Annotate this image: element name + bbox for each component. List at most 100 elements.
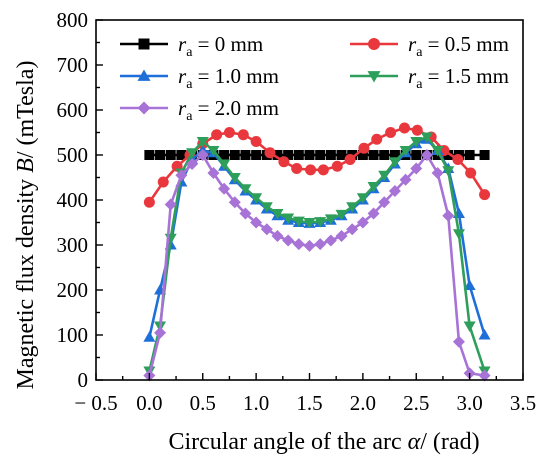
- legend-item: ra = 1.0 mm: [120, 64, 279, 92]
- data-point: [138, 38, 150, 50]
- y-tick-label: 200: [57, 278, 89, 302]
- data-point: [478, 369, 491, 382]
- x-tick-label: 3.0: [457, 391, 483, 415]
- data-point: [196, 137, 209, 148]
- y-tick-label: 300: [57, 233, 89, 257]
- data-point: [368, 38, 380, 50]
- legend-label: ra = 0 mm: [178, 32, 263, 60]
- data-point: [207, 167, 220, 179]
- y-tick-label: 800: [57, 8, 89, 32]
- data-point: [137, 101, 151, 115]
- data-point: [223, 127, 235, 138]
- data-point: [260, 223, 273, 236]
- data-point: [431, 167, 444, 179]
- data-point: [272, 150, 283, 160]
- y-tick-label: 400: [57, 188, 89, 212]
- data-point: [335, 209, 348, 221]
- data-point: [358, 142, 370, 154]
- data-point: [367, 182, 380, 193]
- data-point: [218, 182, 231, 195]
- series-line: [148, 152, 485, 377]
- data-point: [411, 150, 422, 160]
- legend-label: ra = 0.5 mm: [408, 32, 509, 60]
- data-point: [314, 238, 327, 251]
- data-point: [165, 150, 176, 160]
- axes-layer: − 0.5 0.0 0.5 1.0 1.5 2.0 2.5 3.0 3.5 0 100 200 300 4…: [57, 8, 537, 415]
- data-point: [137, 69, 151, 81]
- data-point: [293, 150, 304, 160]
- data-point: [250, 216, 263, 229]
- data-point: [420, 132, 433, 143]
- data-point: [331, 160, 343, 172]
- data-point: [291, 163, 303, 174]
- data-point: [443, 150, 454, 160]
- series-4: [143, 149, 491, 382]
- data-point: [464, 150, 475, 160]
- data-point: [368, 150, 379, 160]
- data-point: [250, 193, 263, 204]
- data-point: [143, 331, 156, 342]
- y-tick-label: 100: [57, 323, 89, 347]
- data-point: [399, 173, 412, 186]
- data-point: [420, 149, 433, 161]
- data-point: [314, 217, 327, 228]
- data-point: [399, 122, 411, 134]
- data-point: [315, 150, 326, 160]
- data-point: [325, 150, 336, 160]
- data-point: [389, 150, 400, 160]
- legend-label: ra = 2.0 mm: [178, 96, 279, 124]
- data-point: [155, 150, 166, 160]
- data-point: [176, 150, 187, 160]
- legend-label: ra = 1.5 mm: [408, 64, 509, 92]
- data-point: [388, 157, 401, 168]
- data-point: [240, 150, 251, 160]
- x-tick-label: 0.0: [136, 391, 162, 415]
- data-point: [356, 216, 369, 229]
- data-point: [292, 238, 305, 251]
- data-point: [463, 279, 476, 290]
- data-point: [336, 150, 347, 160]
- data-point: [219, 150, 230, 160]
- data-point: [207, 146, 220, 157]
- data-point: [282, 234, 295, 247]
- data-point: [465, 167, 477, 179]
- series-layer: [143, 122, 491, 382]
- data-point: [357, 150, 368, 160]
- data-point: [260, 202, 273, 213]
- data-point: [356, 193, 369, 204]
- x-tick-label: 3.5: [510, 391, 536, 415]
- data-point: [144, 150, 155, 160]
- data-point: [143, 196, 155, 208]
- y-tick-label: 500: [57, 143, 89, 167]
- data-point: [229, 150, 240, 160]
- x-tick-label: 2.0: [350, 391, 376, 415]
- legend-item: ra = 0.5 mm: [350, 32, 509, 60]
- data-point: [271, 230, 284, 242]
- legend: ra = 0 mm ra = 0.5 mm ra = 1.0 mm ra = 1.5 …: [120, 32, 509, 124]
- x-tick-label: 0.5: [190, 391, 216, 415]
- data-point: [186, 158, 199, 170]
- data-point: [317, 164, 329, 176]
- legend-item: ra = 0 mm: [120, 32, 263, 60]
- data-point: [228, 196, 241, 209]
- data-point: [452, 154, 464, 165]
- data-point: [367, 71, 381, 83]
- data-point: [237, 129, 249, 141]
- data-point: [346, 223, 359, 236]
- data-point: [239, 207, 252, 220]
- data-point: [282, 213, 295, 224]
- data-point: [196, 149, 209, 161]
- data-point: [264, 147, 276, 159]
- x-tick-label: − 0.5: [74, 391, 117, 415]
- data-point: [175, 169, 188, 182]
- data-point: [431, 146, 444, 157]
- legend-item: ra = 2.0 mm: [120, 96, 279, 124]
- data-point: [292, 216, 305, 228]
- data-point: [479, 189, 491, 201]
- data-point: [250, 136, 262, 147]
- data-point: [303, 218, 316, 229]
- data-point: [303, 239, 316, 252]
- y-tick-label: 600: [57, 98, 89, 122]
- legend-label: ra = 1.0 mm: [178, 64, 279, 92]
